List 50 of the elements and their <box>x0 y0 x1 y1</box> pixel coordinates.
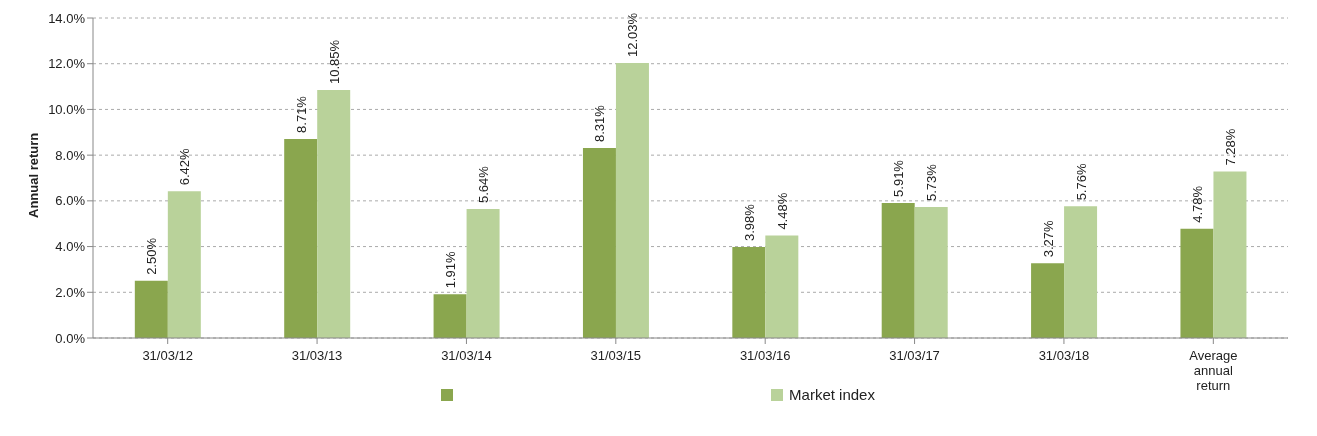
x-tick-label: 31/03/15 <box>590 348 642 363</box>
x-tick-label: 31/03/14 <box>441 348 492 363</box>
y-tick-label: 4.0% <box>55 239 86 255</box>
bar <box>582 148 616 338</box>
y-tick-label: 14.0% <box>48 10 86 26</box>
bar <box>284 138 318 338</box>
data-label: 5.73% <box>924 163 940 202</box>
bar <box>134 280 168 338</box>
bar <box>732 247 766 338</box>
y-tick-label: 10.0% <box>48 102 86 118</box>
data-label: 4.78% <box>1189 185 1205 223</box>
bar <box>1064 206 1098 338</box>
x-tick-label: 31/03/12 <box>142 348 193 363</box>
y-axis-title: Annual return <box>25 132 41 218</box>
bar <box>615 63 649 338</box>
y-tick-label: 12.0% <box>48 56 86 72</box>
x-tick-label: 31/03/18 <box>1038 348 1090 363</box>
y-tick-label: 2.0% <box>55 284 86 300</box>
x-tick-label: 31/03/17 <box>889 348 940 363</box>
bar <box>167 191 201 338</box>
y-tick-label: 6.0% <box>55 193 86 209</box>
bar <box>1213 171 1247 338</box>
y-tick-label: 0.0% <box>55 330 86 346</box>
data-label: 3.98% <box>741 203 757 242</box>
data-label: 4.48% <box>774 192 790 230</box>
x-tick-label: 31/03/13 <box>291 348 343 363</box>
data-label: 1.91% <box>443 251 459 289</box>
x-tick-label: 31/03/16 <box>739 348 791 363</box>
legend-label: Market index <box>789 386 875 403</box>
data-label: 5.64% <box>476 165 492 204</box>
data-label: 2.50% <box>144 237 160 275</box>
bar <box>317 90 351 338</box>
data-label: 8.71% <box>293 95 309 133</box>
bar <box>433 294 467 338</box>
y-tick-label: 8.0% <box>55 147 86 163</box>
data-label: 6.42% <box>177 147 193 186</box>
bar <box>881 202 915 338</box>
data-label: 5.91% <box>891 159 907 197</box>
x-tick-label: Average annual return <box>1189 348 1238 393</box>
bar <box>914 207 948 338</box>
data-label: 3.27% <box>1040 219 1056 258</box>
bar <box>1180 228 1214 338</box>
bar <box>466 209 500 338</box>
data-label: 12.03% <box>625 12 641 58</box>
data-label: 10.85% <box>326 39 342 84</box>
bar <box>765 235 799 338</box>
data-label: 7.28% <box>1222 128 1238 166</box>
data-label: 8.31% <box>592 104 608 143</box>
bar <box>1031 263 1065 338</box>
data-label: 5.76% <box>1073 163 1089 201</box>
